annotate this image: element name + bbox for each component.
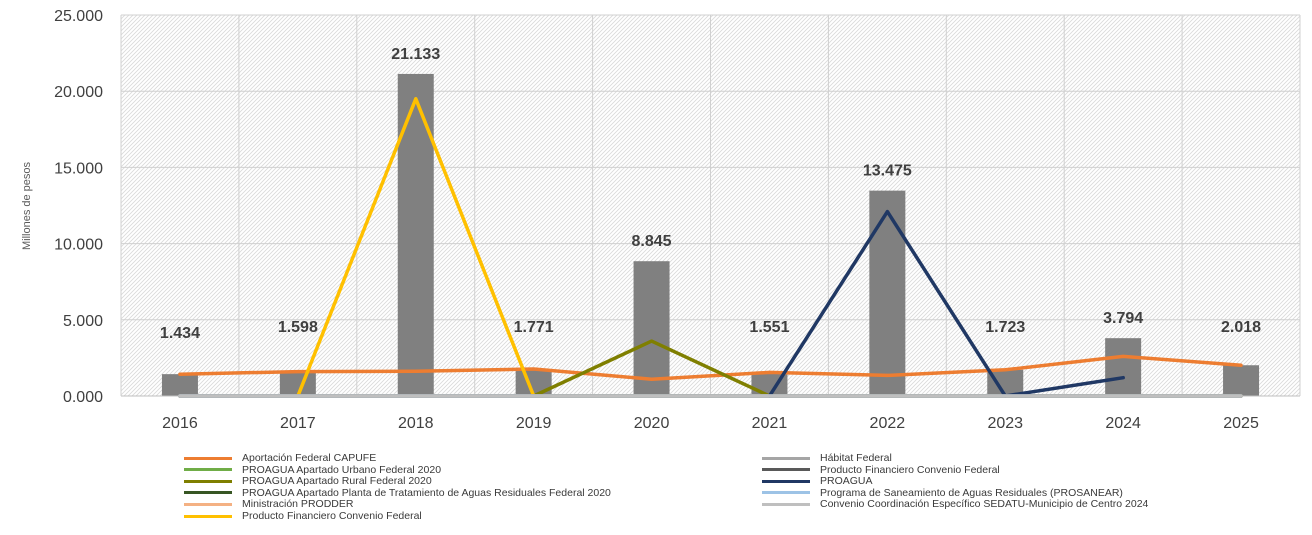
legend-label: PROAGUA Apartado Rural Federal 2020 <box>242 475 432 488</box>
legend-item: PROAGUA Apartado Rural Federal 2020 <box>184 475 432 487</box>
legend-item: PROAGUA Apartado Planta de Tratamiento d… <box>184 487 611 499</box>
legend-item: Ministración PRODDER <box>184 498 353 510</box>
legend-swatch <box>762 479 810 483</box>
x-tick-label: 2024 <box>1105 415 1141 432</box>
legend-label: Hábitat Federal <box>820 452 892 464</box>
y-tick-label: 10.000 <box>54 237 103 254</box>
series-line <box>767 209 1125 398</box>
legend-label: Aportación Federal CAPUFE <box>242 452 377 464</box>
axes: 0.000 5.000 10.000 15.000 20.000 25.000 2016 20… <box>54 8 1300 432</box>
legend-label: Ministración PRODDER <box>242 498 354 511</box>
legend: Aportación Federal CAPUFE PROAGUA Apartad… <box>0 448 1312 533</box>
y-tick-label: 0.000 <box>63 389 103 406</box>
legend-swatch <box>762 468 810 472</box>
x-tick-label: 2022 <box>870 415 906 432</box>
x-tick-label: 2020 <box>634 415 670 432</box>
data-label: 8.845 <box>632 233 672 250</box>
x-tick-label: 2016 <box>162 415 198 432</box>
legend-swatch <box>184 479 232 483</box>
legend-item: Hábitat Federal <box>762 452 892 464</box>
legend-item: PROAGUA Apartado Urbano Federal 2020 <box>184 464 441 476</box>
y-tick-label: 15.000 <box>54 160 103 177</box>
data-label: 21.133 <box>391 46 440 63</box>
bar <box>633 261 670 396</box>
y-tick-label: 20.000 <box>54 84 103 101</box>
data-label: 13.475 <box>863 163 912 180</box>
y-tick-label: 25.000 <box>54 8 103 25</box>
x-tick-label: 2021 <box>752 415 788 432</box>
legend-label: Programa de Saneamiento de Aguas Residua… <box>820 486 1123 499</box>
legend-swatch <box>184 502 232 506</box>
legend-swatch <box>184 491 232 495</box>
x-tick-label: 2019 <box>516 415 552 432</box>
legend-label: PROAGUA Apartado Urbano Federal 2020 <box>242 463 442 476</box>
data-label: 1.771 <box>514 319 554 336</box>
legend-item: Programa de Saneamiento de Aguas Residua… <box>762 487 1123 499</box>
legend-swatch <box>762 502 810 506</box>
legend-swatch <box>184 468 232 472</box>
legend-label: Convenio Coordinación Específico SEDATU-… <box>820 498 1149 511</box>
gridlines <box>120 14 1301 397</box>
legend-label: PROAGUA <box>820 475 873 488</box>
legend-label: Producto Financiero Convenio Federal <box>820 463 1000 476</box>
data-label: 1.598 <box>278 319 318 336</box>
legend-swatch <box>184 456 232 460</box>
legend-item: Convenio Coordinación Específico SEDATU-… <box>762 498 1148 510</box>
data-label: 1.434 <box>160 325 200 342</box>
chart-svg: 1.434 1.598 21.133 1.771 8.845 1.551 13.475 1.7… <box>21 8 1301 432</box>
legend-label: PROAGUA Apartado Planta de Tratamiento d… <box>242 486 611 499</box>
bar <box>1223 365 1260 396</box>
data-label: 2.018 <box>1221 319 1261 336</box>
x-tick-label: 2017 <box>280 415 316 432</box>
bar <box>1105 338 1142 396</box>
x-tick-label: 2025 <box>1223 415 1259 432</box>
legend-label: Producto Financiero Convenio Federal <box>242 510 422 522</box>
bar <box>161 374 198 396</box>
series-line <box>178 354 1243 381</box>
data-label: 1.723 <box>985 319 1025 336</box>
legend-swatch <box>762 491 810 495</box>
legend-swatch <box>184 514 232 518</box>
data-label: 3.794 <box>1103 310 1143 327</box>
data-labels: 1.434 1.598 21.133 1.771 8.845 1.551 13.475 1.7… <box>160 46 1261 342</box>
bar <box>397 73 434 397</box>
bar <box>869 190 906 396</box>
data-label: 1.551 <box>749 319 789 336</box>
legend-item: Aportación Federal CAPUFE <box>184 452 376 464</box>
y-tick-label: 5.000 <box>63 313 103 330</box>
legend-item: Producto Financiero Convenio Federal <box>184 510 422 522</box>
y-axis-title: Millones de pesos <box>21 161 33 250</box>
legend-item: Producto Financiero Convenio Federal <box>762 464 1000 476</box>
series-line <box>531 339 772 398</box>
x-tick-label: 2023 <box>987 415 1023 432</box>
legend-item: PROAGUA <box>762 475 873 487</box>
x-tick-label: 2018 <box>398 415 434 432</box>
legend-swatch <box>762 456 810 460</box>
